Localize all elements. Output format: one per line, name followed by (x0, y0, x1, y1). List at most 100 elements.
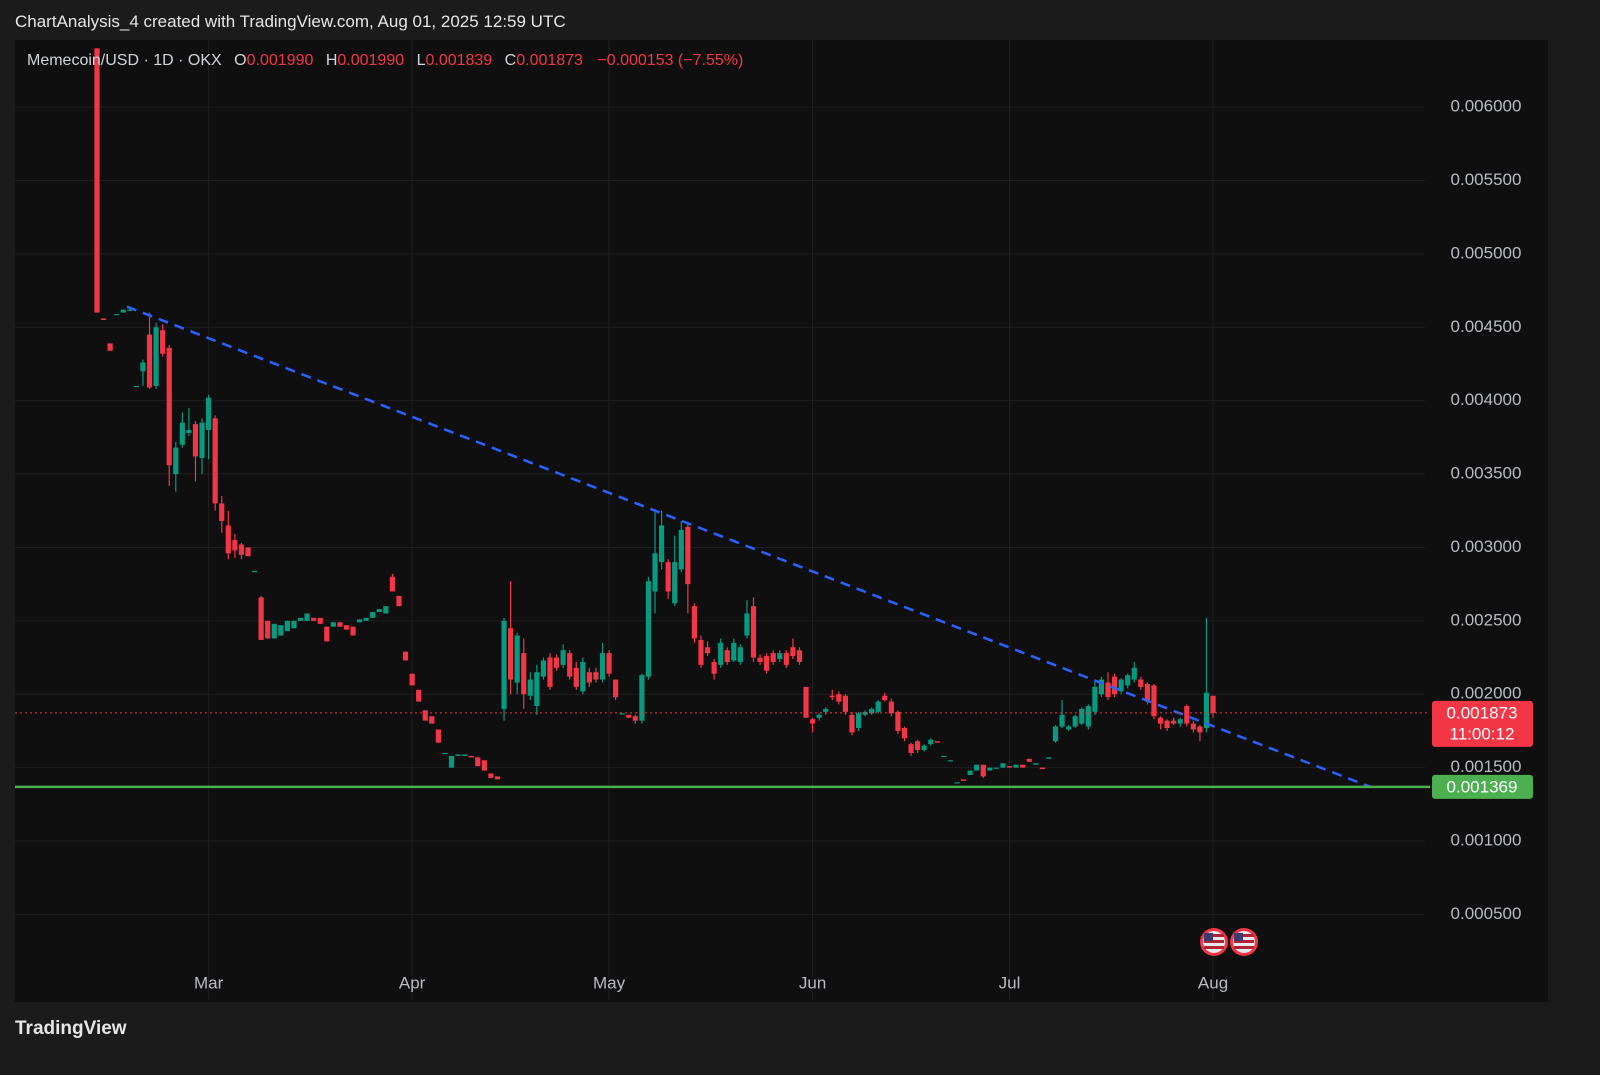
candle-body (691, 606, 698, 639)
candle-body (1197, 726, 1203, 733)
candle-body (435, 729, 441, 743)
candle-body (1171, 720, 1177, 724)
candle-body (350, 626, 356, 636)
candle-body (718, 642, 724, 665)
candle-body (855, 713, 862, 728)
candle-body (704, 647, 711, 654)
candle-body (1059, 714, 1065, 727)
candle-body (1033, 763, 1039, 765)
candle-body (448, 755, 455, 768)
y-tick-label: 0.006000 (1451, 97, 1522, 116)
candle-body (1210, 695, 1216, 713)
candle-body (764, 656, 770, 671)
candle-body (330, 622, 336, 627)
event-flag (1200, 928, 1228, 956)
candle-body (527, 679, 533, 696)
candle-body (468, 755, 474, 758)
candle-body (304, 613, 310, 621)
x-tick-label: Jun (799, 973, 826, 992)
countdown: 11:00:12 (1450, 724, 1515, 743)
candle-body (1118, 679, 1124, 692)
y-tick-label: 0.003500 (1451, 464, 1522, 483)
candle-body (888, 701, 894, 714)
y-tick-label: 0.002500 (1451, 610, 1522, 629)
candle-body (960, 779, 967, 781)
candle-body (967, 770, 973, 775)
candle-body (1105, 682, 1111, 698)
candle-body (416, 689, 422, 702)
candle-body (947, 760, 954, 762)
candle-body (100, 318, 107, 320)
candle-body (232, 540, 238, 551)
candle-body (573, 667, 579, 687)
candle-body (599, 653, 606, 680)
candle-body (1098, 679, 1105, 695)
candle-body (107, 343, 113, 351)
candle-body (258, 597, 264, 640)
candle-body (140, 362, 146, 372)
ohlc-value: 0.001839 (425, 52, 493, 69)
candle-body (179, 422, 185, 445)
candle-body (311, 617, 317, 621)
candle-body (284, 620, 290, 632)
candle-body (698, 639, 704, 665)
candle-body (796, 650, 803, 662)
candle-body (921, 745, 927, 751)
candle-body (908, 744, 914, 753)
x-tick-label: May (593, 973, 626, 992)
candle-body (790, 647, 796, 657)
candle-body (750, 606, 757, 658)
candle-body (652, 553, 658, 592)
candle-body (507, 628, 514, 680)
candle-body (402, 651, 409, 661)
ohlc-value: 0.001990 (337, 52, 405, 69)
candle-body (1066, 726, 1072, 730)
y-tick-label: 0.002000 (1451, 684, 1522, 703)
candle-body (245, 547, 251, 557)
candle-body (1079, 708, 1085, 724)
candle-body (1131, 667, 1137, 680)
candle-body (1144, 683, 1150, 702)
candle-body (724, 650, 730, 662)
candle-body (481, 760, 487, 771)
candle-body (954, 782, 960, 784)
candle-body (376, 609, 382, 613)
candle-body (993, 767, 1000, 769)
candle-body (225, 525, 231, 554)
ohlc-key: H (325, 52, 338, 69)
overlay: 0.000500 0.001000 0.001500 0.002000 0.002500… (194, 97, 1521, 993)
candle-body (146, 334, 153, 388)
candle-body (1026, 758, 1032, 762)
candle-body (94, 48, 100, 313)
candle-body (711, 661, 717, 674)
candle-body (160, 330, 166, 354)
candle-body (343, 625, 350, 630)
candle-body (1072, 716, 1078, 727)
candle-body (842, 695, 849, 712)
x-tick-label: Apr (399, 973, 426, 992)
y-tick-label: 0.003000 (1451, 537, 1522, 556)
candle-body (895, 711, 901, 731)
candle-body (823, 708, 829, 712)
candle-body (980, 764, 986, 777)
candle-body (278, 625, 284, 636)
candle-body (632, 716, 638, 721)
candle-body (934, 741, 940, 743)
legend: Memecoin/USD · 1D · OKX O0.001990 H0.001… (27, 52, 743, 70)
brand: TradingView (15, 1018, 127, 1039)
candle-body (770, 653, 776, 662)
candle-body (534, 672, 540, 706)
candle-body (186, 430, 192, 433)
candle-body (192, 424, 199, 457)
candle-body (462, 754, 468, 756)
candle-body (317, 617, 323, 624)
candle-body (133, 385, 139, 388)
candle-body (928, 739, 934, 745)
candle-body (586, 672, 592, 683)
candle-body (206, 397, 212, 431)
candle-body (809, 719, 816, 724)
ohlc-key: C (504, 52, 517, 69)
candle-body (737, 647, 743, 662)
candle-body (829, 695, 835, 698)
